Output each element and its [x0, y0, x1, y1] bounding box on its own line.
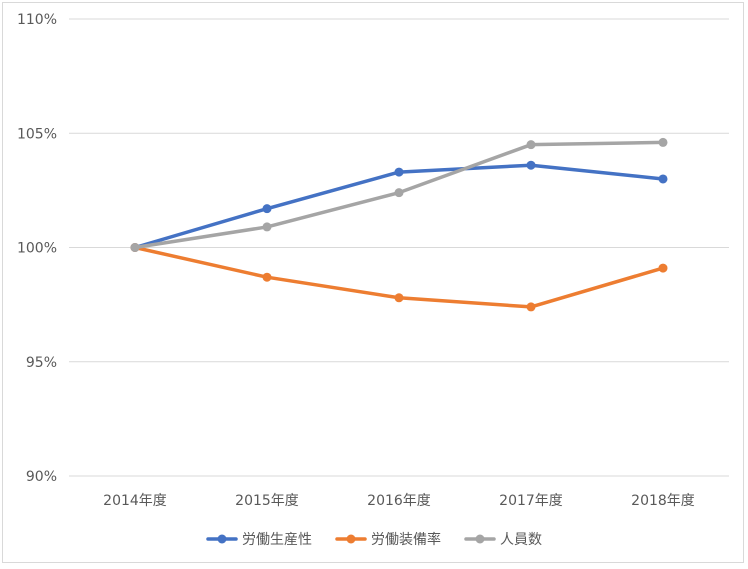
data-point	[526, 302, 536, 312]
data-point	[526, 160, 536, 170]
data-point	[394, 293, 404, 303]
legend-marker	[217, 534, 227, 544]
data-point	[394, 167, 404, 177]
x-tick-label: 2016年度	[367, 493, 431, 509]
series-group	[130, 137, 668, 312]
data-point	[262, 204, 272, 214]
data-point	[658, 263, 668, 273]
data-point	[658, 174, 668, 184]
legend: 労働生産性 労働装備率 人員数	[206, 531, 542, 548]
x-tick-label: 2017年度	[499, 493, 563, 509]
legend-label: 労働生産性	[242, 532, 312, 548]
data-point	[394, 188, 404, 198]
legend-label: 人員数	[500, 532, 542, 548]
data-point	[130, 243, 140, 252]
y-axis-ticks: 90% 95% 100% 105% 110%	[17, 12, 57, 485]
legend-label: 労働装備率	[371, 531, 441, 548]
data-point	[262, 222, 272, 232]
x-tick-label: 2015年度	[235, 493, 299, 509]
x-tick-label: 2018年度	[631, 493, 695, 509]
y-tick-label: 100%	[17, 241, 57, 257]
gridlines	[69, 18, 729, 477]
data-point	[658, 137, 668, 147]
legend-marker	[475, 534, 485, 544]
y-tick-label: 95%	[26, 355, 57, 371]
data-point	[262, 272, 272, 282]
y-tick-label: 105%	[17, 126, 57, 142]
legend-marker	[346, 534, 356, 544]
chart-frame: 90% 95% 100% 105% 110% 2014年度 2015年度 2016年度 201…	[2, 2, 744, 563]
line-chart: 90%95%100%105%110% 2014年度 2015年度 2016年度 201…	[17, 12, 729, 548]
data-point	[526, 140, 536, 150]
x-axis-ticks: 2014年度 2015年度 2016年度 2017年度 2018年度	[103, 493, 695, 509]
y-tick-label: 90%	[26, 469, 57, 485]
y-tick-label: 110%	[17, 12, 57, 28]
x-tick-label: 2014年度	[103, 493, 167, 509]
